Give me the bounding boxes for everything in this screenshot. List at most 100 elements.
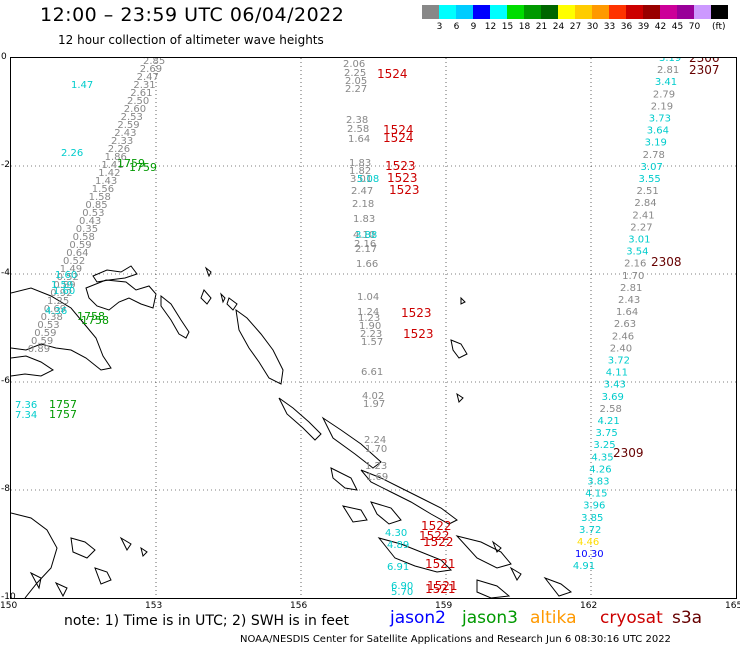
- track-mid-value: 2.58: [347, 124, 369, 135]
- track-left-value-cyan: 1.60: [53, 286, 75, 297]
- track-left-value: 0.53: [37, 320, 59, 331]
- track-mid-value: 6.61: [361, 367, 383, 378]
- track-left-value: 0.52: [63, 256, 85, 267]
- track-mid-value-cyan: 3.88: [355, 230, 377, 241]
- track-left-value: 2.31: [133, 80, 155, 91]
- scale-swatch: [473, 5, 490, 19]
- track-mid-value: 1.23: [358, 313, 380, 324]
- track-left-value: 0.38: [41, 312, 63, 323]
- track-left-value: 2.60: [124, 104, 146, 115]
- track-mid-value: 1.23: [365, 461, 387, 472]
- track-mid-value: 2.18: [352, 199, 374, 210]
- track-right-value: 2.78: [643, 150, 665, 161]
- track-left-value: 2.43: [114, 128, 136, 139]
- track-left-value: 2.53: [121, 112, 143, 123]
- track-mid-value: 4.02: [362, 391, 384, 402]
- scale-swatch: [609, 5, 626, 19]
- track-left-value-cyan: 4.36: [45, 306, 67, 317]
- track-right-value: 2.16: [624, 259, 646, 270]
- longitude-label: 153: [145, 601, 163, 611]
- scale-label: 3: [436, 22, 443, 32]
- track-left-value: 0.89: [53, 280, 75, 291]
- scale-swatch: [490, 5, 507, 19]
- track-right-value: 3.69: [602, 392, 624, 403]
- track-left-value: 1.41: [101, 160, 123, 171]
- track-mid-value: 4.10: [353, 230, 375, 241]
- track-left-value: 2.85: [143, 58, 165, 67]
- scale-swatch: [711, 5, 728, 19]
- track-left-value: 1.86: [105, 152, 127, 163]
- track-right-value: 2.40: [610, 343, 632, 354]
- scale-label: 6: [453, 22, 460, 32]
- track-mid-value: 2.05: [345, 76, 367, 87]
- track-mid-value: 2.16: [354, 239, 376, 250]
- track-mid-time: 1523: [403, 327, 434, 341]
- track-left-value: 2.50: [127, 96, 149, 107]
- scale-swatch: [677, 5, 694, 19]
- track-mid-time: 1523: [389, 183, 420, 197]
- track-mid-time: 1522: [421, 519, 452, 533]
- track-mid-value: 2.27: [345, 84, 367, 95]
- track-bl-time: 1757: [49, 408, 77, 421]
- track-mid-time: 1524: [383, 131, 414, 145]
- scale-swatch: [575, 5, 592, 19]
- scale-label: 27: [569, 22, 582, 32]
- track-left-value: 0.43: [79, 216, 101, 227]
- track-mid-value: 2.24: [364, 435, 386, 446]
- track-right-value: 3.85: [581, 513, 603, 524]
- track-mid-value-cyan: 6.90: [391, 581, 413, 592]
- scale-label: 12: [484, 22, 497, 32]
- track-mid-time: 1524: [383, 123, 414, 137]
- track-left-value-cyan: 1.60: [55, 270, 77, 281]
- track-mid-value: 2.38: [346, 115, 368, 126]
- satellite-altika: altika: [530, 608, 577, 628]
- track-left-value: 1.43: [95, 176, 117, 187]
- track-mid-value: 1.83: [349, 158, 371, 169]
- scale-swatch: [456, 5, 473, 19]
- track-right-time: 2308: [651, 255, 682, 269]
- scale-label: 42: [654, 22, 667, 32]
- scale-label: 9: [470, 22, 477, 32]
- track-left-value: 0.89: [28, 344, 50, 355]
- altimeter-tracks: 2.852.692.472.312.612.502.602.532.592.43…: [15, 58, 720, 598]
- scale-unit: (ft): [712, 22, 726, 32]
- track-right-value: 2.58: [600, 404, 622, 415]
- track-mid-time: 1521: [425, 557, 456, 571]
- scale-swatch: [439, 5, 456, 19]
- track-mid-time: 1523: [385, 159, 416, 173]
- track-right-value: 4.15: [585, 489, 607, 500]
- track-left-value: 0.59: [34, 328, 56, 339]
- track-left-value: 1.49: [60, 264, 82, 275]
- scale-swatch: [541, 5, 558, 19]
- latitude-label: 0: [1, 52, 7, 62]
- track-left-value: 0.59: [31, 336, 53, 347]
- track-mid-value: 1.90: [359, 321, 381, 332]
- track-right-value: 3.83: [587, 477, 609, 488]
- track-right-value: 4.26: [589, 464, 611, 475]
- scale-label: 30: [586, 22, 599, 32]
- scale-label: 21: [535, 22, 548, 32]
- track-left-time: 1759: [129, 161, 157, 174]
- scale-swatch: [422, 5, 439, 19]
- track-right-value: 3.41: [655, 77, 677, 88]
- track-right-value: 3.55: [639, 174, 661, 185]
- track-left-value: 1.25: [47, 296, 69, 307]
- note-text: note: 1) Time is in UTC; 2) SWH is in fe…: [64, 613, 350, 629]
- scale-label: 15: [501, 22, 514, 32]
- track-left-value: 2.69: [140, 64, 162, 75]
- satellite-jason2: jason2: [390, 608, 446, 628]
- track-right-value: 3.19: [645, 138, 667, 149]
- scale-swatch: [507, 5, 524, 19]
- track-mid-time: 1523: [387, 171, 418, 185]
- track-left-value: 1.42: [98, 168, 120, 179]
- page-title: 12:00 – 23:59 UTC 06/04/2022: [40, 4, 345, 26]
- track-mid-value: 1.82: [349, 166, 371, 177]
- track-mid-value-cyan: 6.91: [387, 562, 409, 573]
- track-right-value: 2.79: [653, 89, 675, 100]
- track-mid-value-cyan: 5.08: [357, 174, 379, 185]
- latitude-label: -10: [1, 592, 16, 602]
- track-left-value: 2.47: [137, 72, 159, 83]
- scale-label: 18: [518, 22, 531, 32]
- track-right-value: 4.11: [606, 368, 628, 379]
- track-right-value: 1.70: [622, 271, 644, 282]
